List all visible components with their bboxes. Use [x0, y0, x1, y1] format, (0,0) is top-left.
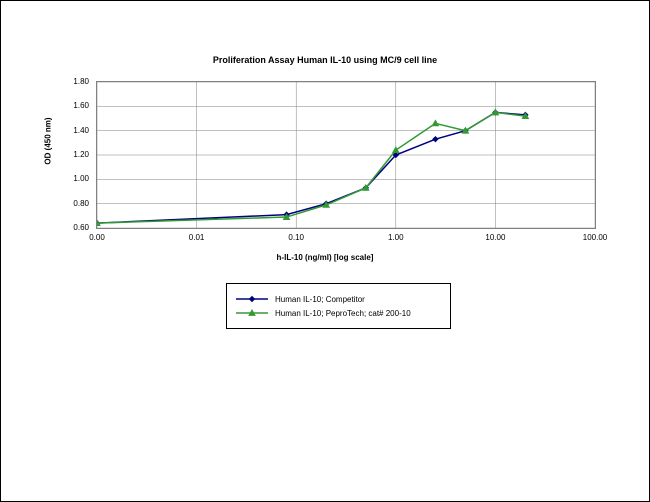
legend: Human IL-10; Competitor Human IL-10; Pepr… [226, 283, 451, 329]
chart-svg [97, 82, 595, 228]
legend-marker [235, 308, 269, 318]
y-tick-label: 1.60 [29, 101, 89, 110]
x-tick-label: 1.00 [388, 233, 404, 242]
x-tick-label: 10.00 [485, 233, 505, 242]
x-tick-label: 0.00 [89, 233, 105, 242]
legend-item: Human IL-10; Competitor [235, 294, 442, 304]
y-tick-label: 0.80 [29, 199, 89, 208]
x-axis-label: h-IL-10 (ng/ml) [log scale] [1, 253, 649, 262]
y-tick-label: 1.40 [29, 126, 89, 135]
x-tick-label: 0.01 [189, 233, 205, 242]
chart-title: Proliferation Assay Human IL-10 using MC… [1, 55, 649, 65]
legend-marker [235, 294, 269, 304]
legend-label: Human IL-10; PeproTech; cat# 200-10 [275, 309, 411, 318]
y-tick-label: 1.80 [29, 77, 89, 86]
y-tick-label: 1.00 [29, 174, 89, 183]
legend-item: Human IL-10; PeproTech; cat# 200-10 [235, 308, 442, 318]
x-tick-label: 100.00 [583, 233, 607, 242]
plot-area [96, 81, 596, 229]
legend-label: Human IL-10; Competitor [275, 295, 365, 304]
x-tick-label: 0.10 [288, 233, 304, 242]
y-tick-label: 1.20 [29, 150, 89, 159]
y-tick-label: 0.60 [29, 223, 89, 232]
figure-container: Proliferation Assay Human IL-10 using MC… [0, 0, 650, 502]
